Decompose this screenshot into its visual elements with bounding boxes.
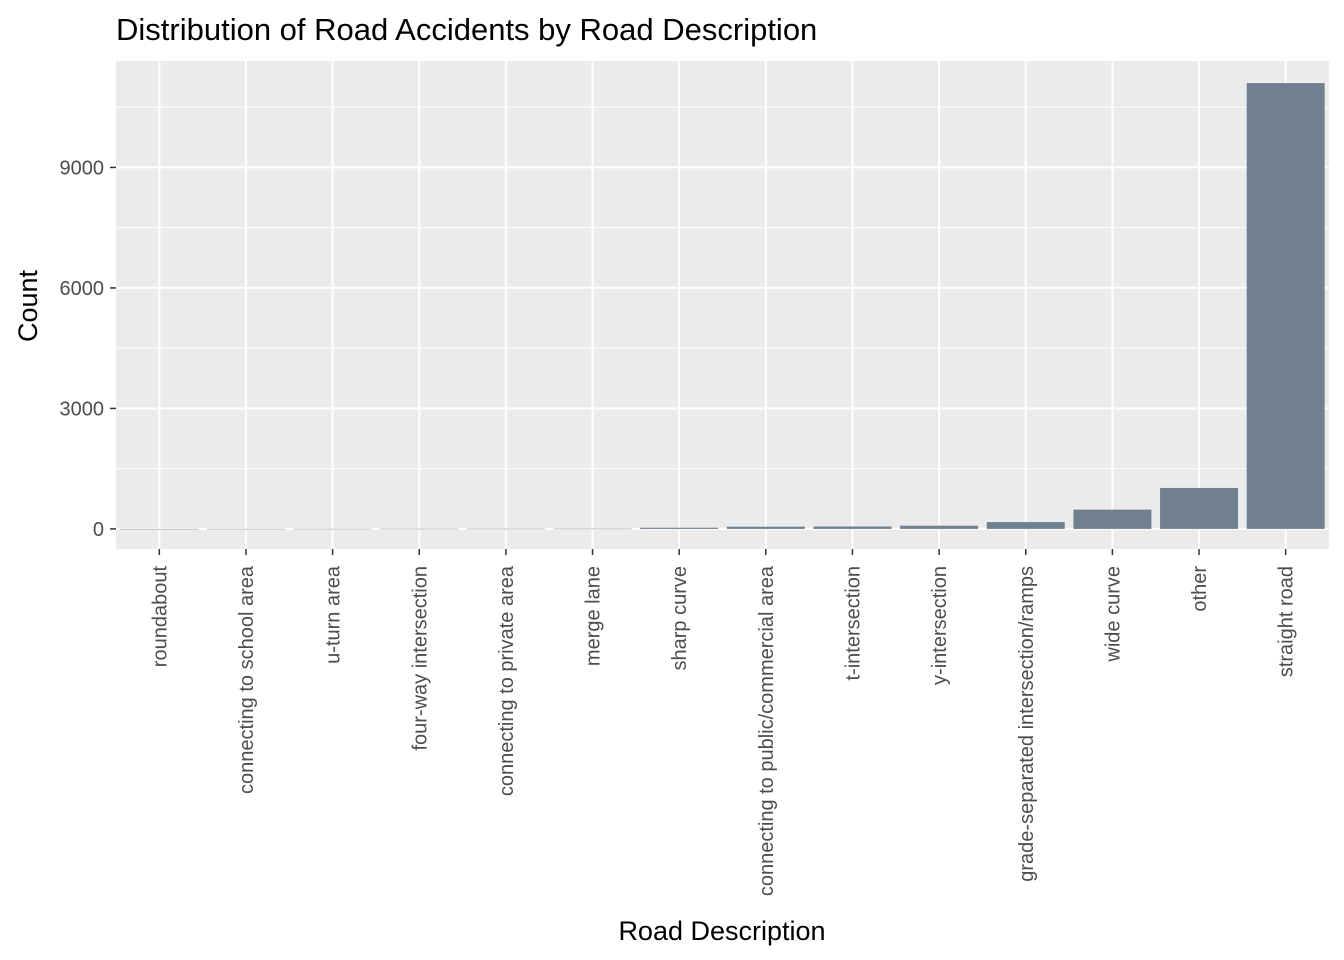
- x-tick-label: wide curve: [1102, 566, 1124, 663]
- bar-connecting-to-private-area: [466, 528, 545, 530]
- x-tick-label: grade-separated intersection/ramps: [1016, 566, 1038, 882]
- x-tick-label: four-way intersection: [409, 566, 431, 751]
- x-tick-label: other: [1189, 566, 1211, 612]
- x-tick-label: u-turn area: [323, 565, 345, 664]
- x-tick-label: t-intersection: [842, 566, 864, 681]
- bar-grade-separated-intersection-ramps: [986, 522, 1065, 529]
- x-tick-label: connecting to private area: [496, 565, 518, 796]
- plot-panel: [116, 61, 1329, 549]
- y-tick-label: 6000: [60, 278, 105, 300]
- bar-other: [1160, 487, 1239, 529]
- minor-gridlines: [116, 106, 1329, 470]
- x-axis-title: Road Description: [618, 916, 825, 946]
- bar-roundabout: [120, 528, 199, 530]
- bar-wide-curve: [1073, 509, 1152, 529]
- bars: [120, 83, 1325, 530]
- bar-connecting-to-public-commercial-area: [726, 526, 805, 529]
- y-tick-label: 9000: [60, 157, 105, 179]
- x-tick-label: straight road: [1276, 566, 1298, 677]
- bar-y-intersection: [900, 525, 979, 529]
- bar-t-intersection: [813, 526, 892, 529]
- bar-straight-road: [1246, 83, 1325, 529]
- y-axis-title: Count: [13, 269, 43, 342]
- y-axis-ticks: 0 3000 6000 9000: [60, 157, 116, 541]
- x-tick-label: merge lane: [583, 566, 605, 666]
- x-tick-label: roundabout: [149, 566, 171, 668]
- bar-four-way-intersection: [380, 528, 459, 530]
- chart-title: Distribution of Road Accidents by Road D…: [116, 12, 817, 47]
- bar-merge-lane: [553, 528, 632, 530]
- x-axis-ticks: roundabout connecting to school area u-tur…: [149, 549, 1298, 896]
- x-tick-label: connecting to public/commercial area: [756, 565, 778, 896]
- x-tick-label: sharp curve: [669, 566, 691, 671]
- bar-sharp-curve: [640, 527, 719, 529]
- x-tick-label: y-intersection: [929, 566, 951, 685]
- y-tick-label: 0: [93, 519, 104, 541]
- bar-u-turn-area: [293, 528, 372, 530]
- x-tick-label: connecting to school area: [236, 565, 258, 794]
- y-tick-label: 3000: [60, 398, 105, 420]
- bar-connecting-to-school-area: [206, 528, 285, 530]
